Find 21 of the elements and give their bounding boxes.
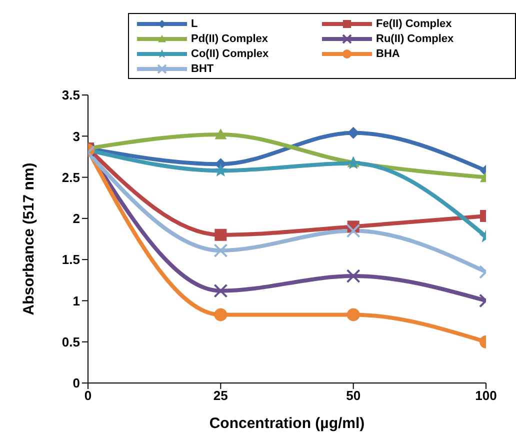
legend-label: BHA [376, 48, 400, 60]
legend-label: L [191, 18, 198, 30]
y-tick-label: 3.5 [62, 88, 80, 103]
y-tick-label: 1.5 [62, 252, 80, 268]
x-tick-label: 25 [213, 388, 228, 404]
y-tick-label: 2 [72, 211, 80, 226]
y-axis-title: Absorbance (517 nm) [20, 162, 38, 316]
legend-label: Pd(II) Complex [191, 32, 268, 44]
x-tick-label: 0 [84, 388, 92, 404]
x-axis-title: Concentration (µg/ml) [209, 415, 365, 432]
legend-label: BHT [191, 62, 214, 74]
y-tick-label: 0 [72, 376, 80, 391]
y-tick-label: 0.5 [62, 334, 80, 350]
legend-label: Fe(II) Complex [376, 18, 452, 30]
x-tick-label: 100 [475, 388, 497, 404]
legend-label: Co(II) Complex [191, 48, 269, 60]
y-tick-label: 2.5 [62, 170, 80, 185]
x-tick-label: 50 [346, 388, 361, 404]
y-tick-label: 1 [72, 293, 80, 308]
y-tick-label: 3 [72, 128, 80, 144]
legend-label: Ru(II) Complex [376, 32, 454, 44]
